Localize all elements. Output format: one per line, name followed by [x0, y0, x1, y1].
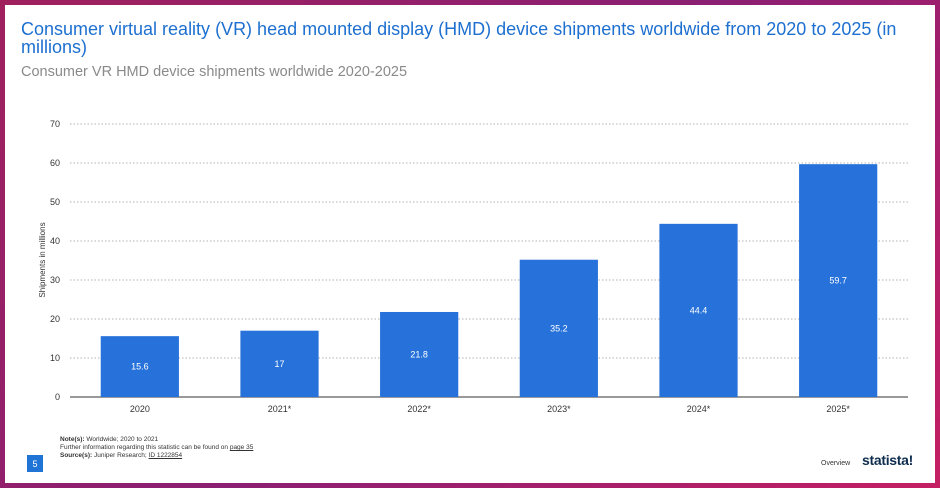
bars: 15.6 17 21.8 35.2 44.4 59.7	[100, 164, 878, 397]
sources-id-link[interactable]: ID 1222854	[148, 452, 183, 459]
bar	[519, 259, 598, 397]
further-info-text: Further information regarding this stati…	[60, 444, 229, 451]
x-axis-ticks: 2020 2021* 2022* 2023* 2024* 2025*	[130, 404, 851, 414]
bar-value-label: 15.6	[131, 362, 149, 372]
y-tick-label: 60	[50, 158, 60, 168]
sources-line: Source(s): Juniper Research; ID 1222854	[60, 452, 253, 460]
bar-value-label: 17	[274, 359, 284, 369]
sources-label: Source(s):	[60, 452, 93, 459]
notes-text: Worldwide; 2020 to 2021	[86, 436, 159, 443]
x-tick-label: 2025*	[826, 404, 850, 414]
x-tick-label: 2021*	[268, 404, 292, 414]
y-tick-label: 30	[50, 275, 60, 285]
y-axis-title: Shipments in millions	[38, 222, 47, 297]
bar	[799, 164, 878, 397]
overview-link[interactable]: Overview	[821, 460, 851, 467]
x-tick-label: 2023*	[547, 404, 571, 414]
y-tick-label: 70	[50, 119, 60, 129]
notes-label: Note(s):	[60, 436, 85, 443]
bar	[100, 336, 179, 397]
x-tick-label: 2022*	[407, 404, 431, 414]
further-info-link[interactable]: page 35	[229, 444, 254, 451]
x-tick-label: 2020	[130, 404, 150, 414]
footer-notes: Note(s): Worldwide; 2020 to 2021 Further…	[60, 436, 253, 460]
statista-logo: statista!	[862, 452, 913, 468]
page-number-badge: 5	[27, 455, 43, 472]
chart-title: Consumer virtual reality (VR) head mount…	[21, 19, 897, 57]
bar-value-label: 35.2	[550, 323, 568, 333]
bar	[380, 311, 459, 397]
further-info-line: Further information regarding this stati…	[60, 444, 253, 452]
y-tick-label: 20	[50, 314, 60, 324]
grid-lines	[70, 123, 908, 398]
y-tick-label: 10	[50, 353, 60, 363]
y-tick-label: 50	[50, 197, 60, 207]
x-tick-label: 2024*	[687, 404, 711, 414]
y-tick-label: 0	[55, 392, 60, 402]
y-axis-ticks: 0 10 20 30 40 50 60 70	[50, 119, 60, 402]
notes-line: Note(s): Worldwide; 2020 to 2021	[60, 436, 253, 444]
bar-value-label: 21.8	[410, 349, 428, 359]
bar	[240, 330, 319, 397]
y-tick-label: 40	[50, 236, 60, 246]
bar	[659, 223, 738, 397]
bar-value-label: 44.4	[690, 305, 708, 315]
sources-text: Juniper Research;	[93, 452, 147, 459]
slide-frame	[5, 5, 935, 483]
bar-value-label: 59.7	[829, 276, 847, 286]
chart-subtitle: Consumer VR HMD device shipments worldwi…	[21, 64, 408, 80]
